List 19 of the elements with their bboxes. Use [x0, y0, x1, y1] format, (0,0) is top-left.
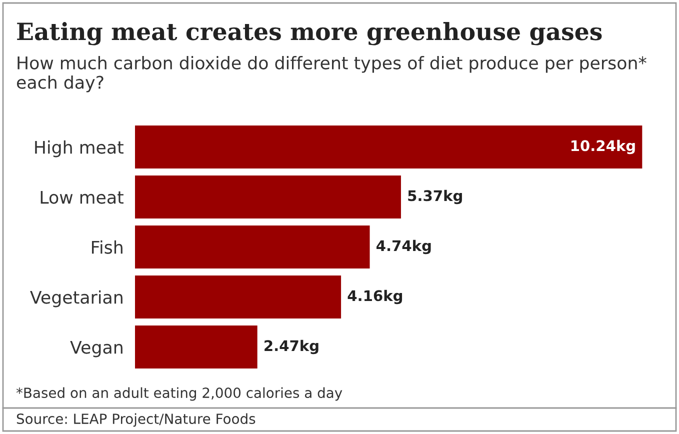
- chart-subtitle: How much carbon dioxide do different types of diet produce per person* each day?: [16, 56, 646, 92]
- bar: [135, 276, 342, 318]
- data-label: 10.24kg: [571, 140, 635, 154]
- y-tick-label: Vegetarian: [30, 290, 122, 308]
- y-tick-label: High meat: [35, 140, 124, 158]
- bar: [135, 126, 642, 168]
- text: *Based on an adult eating 2,000 calories a day: [16, 387, 342, 401]
- bar: [135, 326, 258, 368]
- y-tick-label: Low meat: [40, 190, 124, 204]
- source-note: Source: LEAP Project/Nature Foods: [16, 413, 256, 427]
- data-label: 4.74kg: [376, 240, 431, 254]
- data-label: 5.37kg: [408, 190, 462, 204]
- chart-title: Eating meat creates more greenhouse gases: [17, 22, 602, 46]
- bar: [135, 176, 401, 218]
- y-tick-label: Fish: [92, 240, 122, 254]
- data-label: 2.47kg: [264, 340, 318, 354]
- y-tick-label: Vegan: [70, 340, 122, 358]
- bar: [135, 226, 370, 268]
- data-label: 4.16kg: [348, 290, 402, 304]
